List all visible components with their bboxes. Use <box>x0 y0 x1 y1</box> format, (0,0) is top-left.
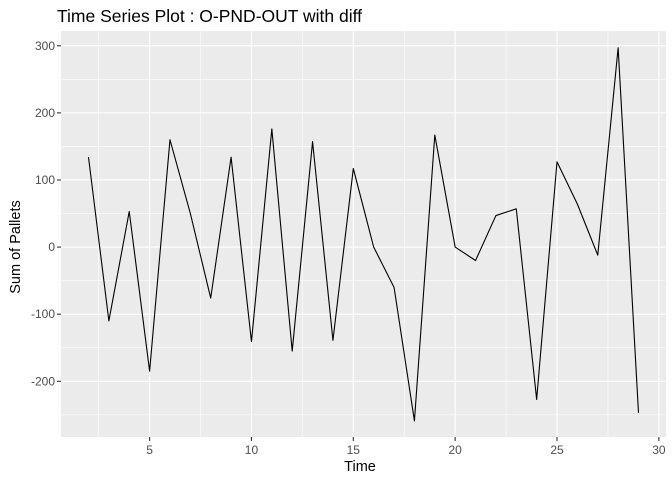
y-tick-label: -100 <box>31 307 55 321</box>
data-point <box>455 246 456 247</box>
x-tick-label: 25 <box>550 443 564 457</box>
minor-gridlines <box>61 31 666 437</box>
data-point <box>597 255 598 256</box>
data-point <box>516 208 517 209</box>
data-point <box>190 213 191 214</box>
series-layer <box>87 47 640 422</box>
x-tick-label: 20 <box>448 443 462 457</box>
data-point <box>332 340 333 341</box>
plot-panel <box>61 31 666 437</box>
data-point <box>475 260 476 261</box>
data-point <box>577 204 578 205</box>
y-tick-label: -200 <box>31 374 55 388</box>
chart-title: Time Series Plot : O-PND-OUT with diff <box>57 6 362 26</box>
data-point <box>230 157 231 158</box>
x-tick-label: 30 <box>652 443 666 457</box>
data-point <box>88 157 89 158</box>
x-tick-label: 15 <box>347 443 361 457</box>
y-axis-title: Sum of Pallets <box>8 200 24 294</box>
data-point <box>169 139 170 140</box>
data-point <box>414 420 415 421</box>
y-tick-label: 200 <box>35 106 55 120</box>
data-point <box>312 141 313 142</box>
data-point <box>353 168 354 169</box>
x-axis-title: Time <box>344 459 376 475</box>
major-gridlines <box>61 31 666 437</box>
y-tick-label: 100 <box>35 173 55 187</box>
data-point <box>618 47 619 48</box>
tick-labels: 5 10 15 20 25 30 -200 -100 0 100 200 300 <box>31 39 666 457</box>
data-point <box>108 320 109 321</box>
data-point <box>556 161 557 162</box>
axis-ticks <box>57 45 660 441</box>
x-tick-label: 10 <box>245 443 259 457</box>
data-point <box>292 351 293 352</box>
data-point <box>271 128 272 129</box>
data-point <box>210 297 211 298</box>
data-point <box>149 371 150 372</box>
data-point <box>393 287 394 288</box>
y-tick-label: 0 <box>48 240 55 254</box>
data-point <box>373 246 374 247</box>
data-point <box>495 215 496 216</box>
data-point <box>434 134 435 135</box>
data-point <box>129 211 130 212</box>
series-line <box>87 47 640 422</box>
data-point <box>638 412 639 413</box>
data-point <box>536 399 537 400</box>
y-tick-label: 300 <box>35 39 55 53</box>
data-point <box>251 341 252 342</box>
x-tick-label: 5 <box>146 443 153 457</box>
